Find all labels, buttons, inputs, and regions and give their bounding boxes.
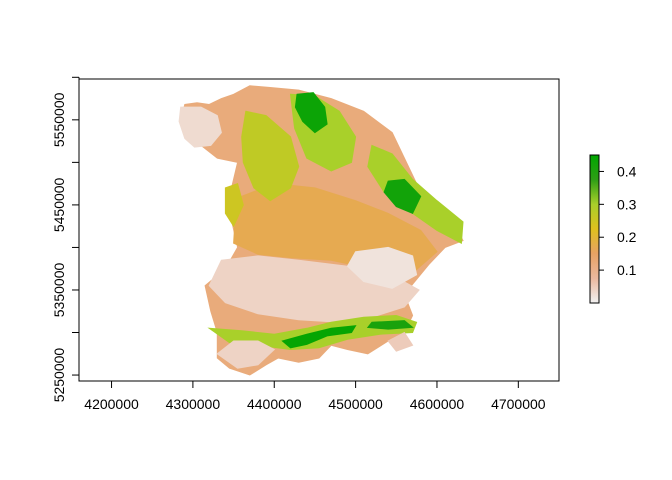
raster-region-nw-low — [178, 106, 222, 148]
legend-tick-label: 0.4 — [617, 163, 637, 179]
x-tick-label: 4700000 — [491, 396, 546, 412]
raster-region-alps-forest — [281, 325, 357, 349]
raster-region-se-pale — [387, 331, 414, 352]
legend-tick-label: 0.1 — [617, 262, 637, 278]
legend-tick-label: 0.2 — [617, 229, 637, 245]
raster-region-center-pale — [346, 246, 418, 289]
x-tick-label: 4500000 — [328, 396, 383, 412]
y-axis: 5250000 5350000 5450000 5550000 — [51, 76, 80, 403]
raster-region-sw-pale — [216, 340, 276, 369]
x-tick-label: 4300000 — [166, 396, 221, 412]
raster-layer — [178, 85, 464, 376]
raster-region-north-forest — [294, 92, 328, 134]
y-tick-label: 5250000 — [51, 348, 67, 403]
color-legend: 0.1 0.2 0.3 0.4 — [589, 154, 637, 304]
raster-region-west-yellow — [224, 182, 244, 228]
legend-colorbar — [589, 154, 600, 304]
x-axis: 4200000 4300000 4400000 4500000 4600000 47000… — [84, 380, 546, 412]
x-tick-label: 4400000 — [247, 396, 302, 412]
y-tick-label: 5350000 — [51, 263, 67, 318]
x-tick-label: 4600000 — [410, 396, 465, 412]
y-tick-label: 5550000 — [51, 92, 67, 147]
x-tick-label: 4200000 — [84, 396, 139, 412]
y-tick-label: 5450000 — [51, 177, 67, 232]
raster-region-ne-forest — [383, 178, 422, 215]
raster-region-alps-east-forest — [366, 320, 414, 330]
legend-tick-label: 0.3 — [617, 196, 637, 212]
raster-region-nw-belt — [241, 110, 300, 202]
